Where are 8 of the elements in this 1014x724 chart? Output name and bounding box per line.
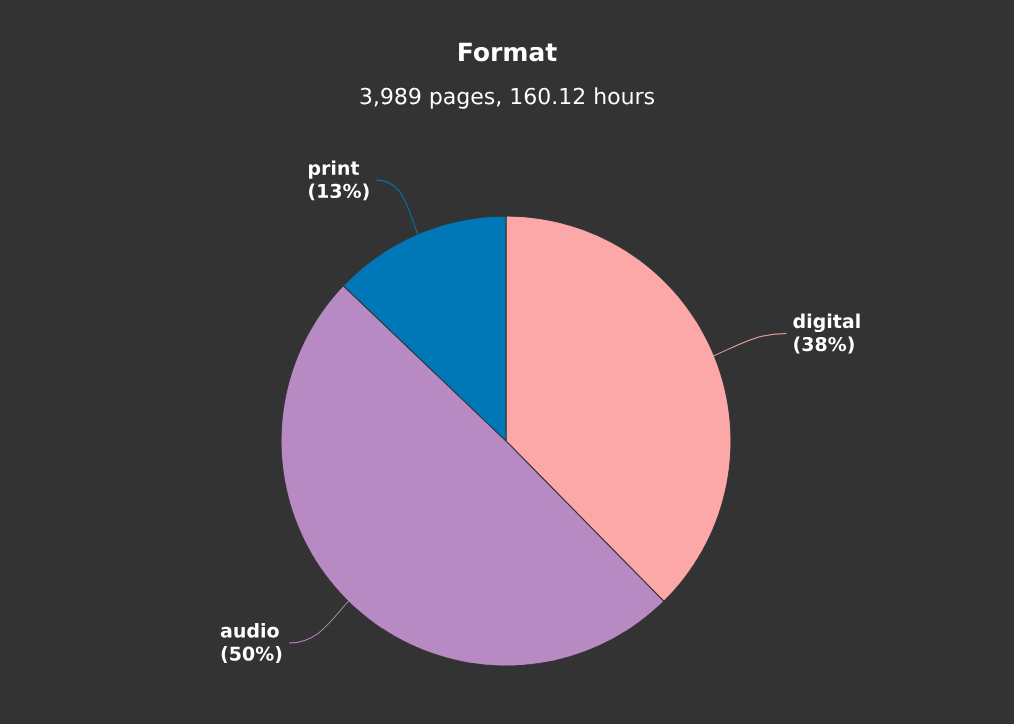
slice-label: digital (793, 313, 860, 333)
slice-label: audio (220, 623, 279, 638)
slice-label: print (309, 160, 360, 179)
data-label: (38%) (794, 336, 854, 354)
chart-title: Format (459, 42, 557, 62)
data-label: (50%) (221, 646, 282, 663)
data-label: (13%) (309, 183, 369, 201)
chart-subtitle: 3,989 pages, 160.12 hours (360, 87, 654, 109)
